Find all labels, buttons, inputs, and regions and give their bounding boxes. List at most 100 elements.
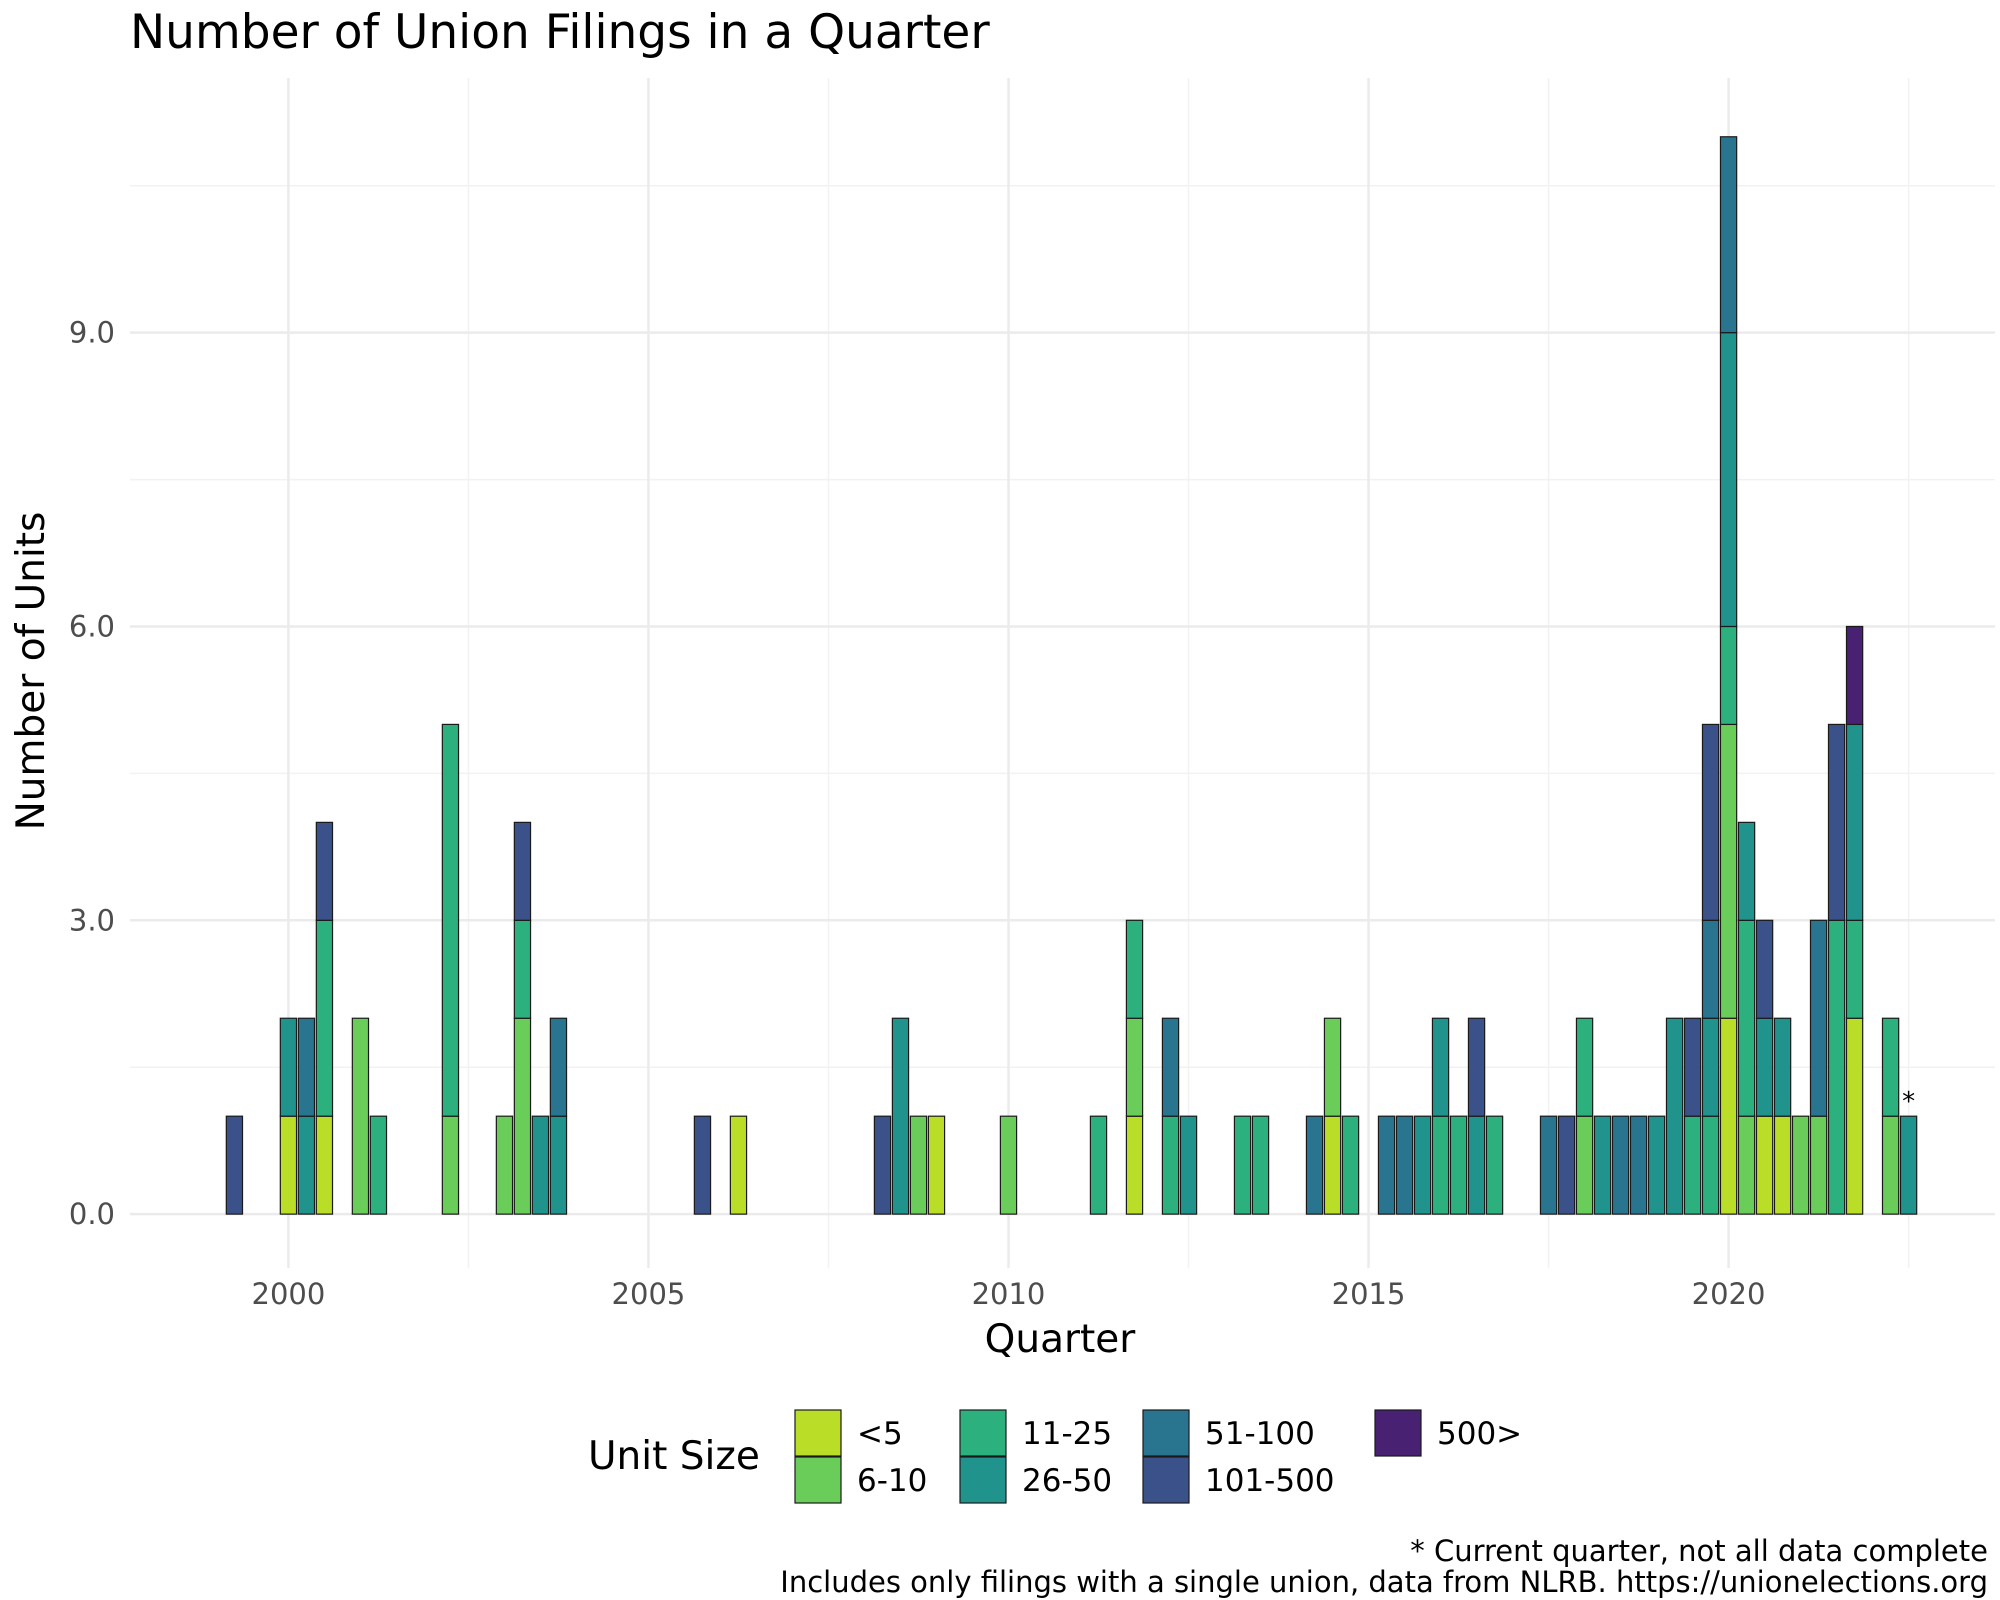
bar-segment-s51_100	[1539, 1115, 1558, 1215]
legend-label-s500p: 500>	[1437, 1416, 1522, 1452]
bar-segment-s11_25	[1881, 1017, 1900, 1117]
x-tick-label: 2010	[972, 1277, 1046, 1311]
bar-segment-lt5	[729, 1115, 748, 1215]
chart-title: Number of Union Filings in a Quarter	[130, 5, 990, 60]
bar-segment-s26_50	[1413, 1115, 1432, 1215]
bar-segment-s26_50	[1773, 1017, 1792, 1117]
legend-label-s51_100: 51-100	[1205, 1416, 1315, 1452]
bar-segment-s11_25	[1575, 1017, 1594, 1117]
bar-segment-s11_25	[1089, 1115, 1108, 1215]
bar-segment-s11_25	[1125, 919, 1144, 1019]
bar-segment-s26_50	[1845, 723, 1864, 921]
legend-key-s101_500	[1142, 1456, 1190, 1504]
x-tick-label: 2005	[612, 1277, 686, 1311]
x-axis-tick-labels: 2000 2005 2010 2015 2020	[252, 1277, 1766, 1311]
bar-segment-s26_50	[1179, 1115, 1198, 1215]
bar-segment-s51_100	[1809, 919, 1828, 1117]
bar-segment-s11_25	[441, 723, 460, 1117]
bar-segment-s6_10	[1881, 1115, 1900, 1215]
bar-segment-s101_500	[225, 1115, 244, 1215]
bar-segment-s51_100	[549, 1017, 568, 1117]
bar-segment-lt5	[927, 1115, 946, 1215]
bar-segment-s101_500	[1557, 1115, 1576, 1215]
bar-segment-s101_500	[1827, 723, 1846, 921]
bar-segment-s6_10	[909, 1115, 928, 1215]
bar-segment-s11_25	[1431, 1115, 1450, 1215]
bar-segment-s11_25	[1449, 1115, 1468, 1215]
bar-segment-s51_100	[1305, 1115, 1324, 1215]
bar-segment-s26_50	[1593, 1115, 1612, 1215]
y-tick-label: 0.0	[69, 1197, 115, 1231]
bar-segment-lt5	[1125, 1115, 1144, 1215]
bar-segment-s101_500	[693, 1115, 712, 1215]
legend-label-s11_25: 11-25	[1022, 1416, 1112, 1452]
legend-label-s26_50: 26-50	[1022, 1463, 1112, 1499]
bar-segment-s6_10	[495, 1115, 514, 1215]
bar-segment-lt5	[1719, 1017, 1738, 1215]
bar-segment-s26_50	[1431, 1017, 1450, 1117]
bar-segment-s101_500	[315, 821, 334, 921]
bar-segment-s26_50	[1467, 1115, 1486, 1215]
bar-segment-s11_25	[1251, 1115, 1270, 1215]
bar-segment-s26_50	[1701, 1017, 1720, 1117]
bar-segment-s6_10	[1737, 1115, 1756, 1215]
bar-segment-s51_100	[1701, 919, 1720, 1019]
legend-key-s11_25	[959, 1409, 1007, 1457]
bar-segment-s101_500	[1683, 1017, 1702, 1117]
legend-key-s6_10	[794, 1456, 842, 1504]
bar-segment-s6_10	[1719, 723, 1738, 1019]
bar-segment-s11_25	[513, 919, 532, 1019]
bar-segment-s51_100	[1719, 136, 1738, 334]
legend-label-lt5: <5	[857, 1416, 903, 1452]
bar-segment-s6_10	[441, 1115, 460, 1215]
bar-segment-s11_25	[1485, 1115, 1504, 1215]
bar-segment-s6_10	[1323, 1017, 1342, 1117]
bar-segment-s51_100	[1611, 1115, 1630, 1215]
bar-segment-s26_50	[1899, 1115, 1918, 1215]
y-tick-label: 6.0	[69, 609, 115, 643]
bar-segment-s51_100	[1395, 1115, 1414, 1215]
x-tick-label: 2015	[1332, 1277, 1406, 1311]
bar-segment-s26_50	[549, 1115, 568, 1215]
bar-segment-s101_500	[1755, 919, 1774, 1019]
bar-segment-s11_25	[1845, 919, 1864, 1019]
y-axis-title: Number of Units	[9, 512, 54, 831]
bar-segment-s6_10	[1791, 1115, 1810, 1215]
bar-segment-s51_100	[1161, 1017, 1180, 1117]
bar-segment-lt5	[279, 1115, 298, 1215]
bar-segment-s51_100	[297, 1017, 316, 1117]
bar-segment-s26_50	[1755, 1017, 1774, 1117]
bar-segment-s26_50	[1719, 332, 1738, 628]
bar-segment-s26_50	[1647, 1115, 1666, 1215]
bar-segment-s26_50	[1665, 1017, 1684, 1215]
bar-segment-s101_500	[1701, 723, 1720, 921]
x-tick-label: 2000	[252, 1277, 326, 1311]
legend-key-s26_50	[959, 1456, 1007, 1504]
bar-segment-s6_10	[1809, 1115, 1828, 1215]
caption-source: Includes only filings with a single unio…	[780, 1565, 1988, 1599]
bar-segment-s11_25	[1341, 1115, 1360, 1215]
bar-segment-s11_25	[1737, 919, 1756, 1117]
y-axis-tick-labels: 0.0 3.0 6.0 9.0	[69, 316, 115, 1231]
bar-segment-s11_25	[1683, 1115, 1702, 1215]
bar-segment-s101_500	[873, 1115, 892, 1215]
x-tick-label: 2020	[1692, 1277, 1766, 1311]
bar-segment-s6_10	[513, 1017, 532, 1215]
bar-segment-s11_25	[369, 1115, 388, 1215]
bar-segment-s101_500	[1467, 1017, 1486, 1117]
bar-segment-s500p	[1845, 625, 1864, 726]
bar-segment-s6_10	[351, 1017, 370, 1215]
bar-segment-s6_10	[1125, 1017, 1144, 1117]
bar-segment-s26_50	[891, 1017, 910, 1215]
bar-segment-s6_10	[999, 1115, 1018, 1215]
annotation-asterisk: *	[1902, 1087, 1915, 1117]
legend-key-lt5	[794, 1409, 842, 1457]
bar-segment-s11_25	[1827, 919, 1846, 1215]
legend-key-s51_100	[1142, 1409, 1190, 1457]
bar-segment-s101_500	[513, 821, 532, 921]
y-tick-label: 9.0	[69, 316, 115, 350]
bar-segment-s51_100	[1629, 1115, 1648, 1215]
bar-segment-s26_50	[297, 1115, 316, 1215]
